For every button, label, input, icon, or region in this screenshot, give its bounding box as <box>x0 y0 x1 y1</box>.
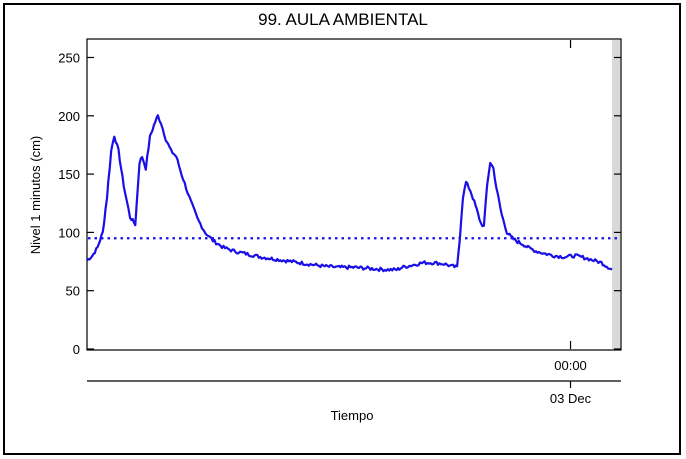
x-tick-label-time: 00:00 <box>554 358 587 373</box>
y-axis: 0 50 100 150 200 250 <box>58 50 621 357</box>
x-axis-label: Tiempo <box>331 408 374 423</box>
y-tick-label: 50 <box>66 284 80 299</box>
y-tick-label: 250 <box>58 50 80 65</box>
plot-right-shade <box>612 40 620 349</box>
y-tick-label: 200 <box>58 109 80 124</box>
plot-area <box>86 38 622 351</box>
y-tick-label: 100 <box>58 225 80 240</box>
x-tick-label-date: 03 Dec <box>550 391 592 406</box>
y-axis-label: Nivel 1 minutos (cm) <box>28 136 43 254</box>
series-line-nivel <box>86 114 613 273</box>
y-tick-label: 150 <box>58 167 80 182</box>
chart-title: 99. AULA AMBIENTAL <box>258 10 428 29</box>
y-tick-label: 0 <box>73 342 80 357</box>
